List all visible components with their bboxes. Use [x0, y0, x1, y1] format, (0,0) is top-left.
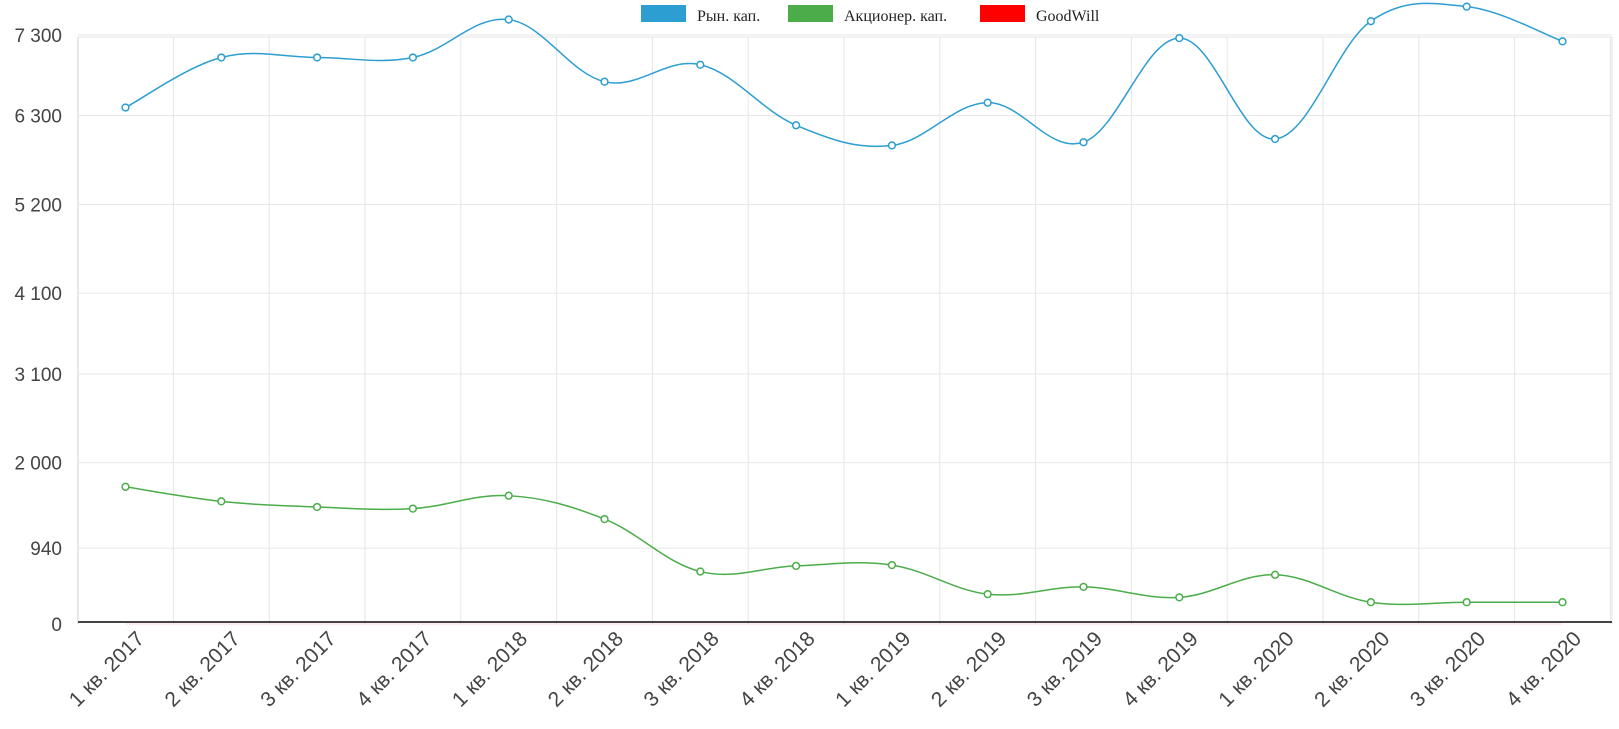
data-point [983, 98, 992, 107]
legend-label-goodwill: GoodWill [1036, 8, 1100, 25]
x-tick-label: 3 кв. 2020 [1406, 627, 1490, 711]
data-point [887, 560, 897, 570]
data-point [1366, 17, 1376, 26]
legend-swatch-goodwill [980, 5, 1025, 22]
series-line-0 [125, 2, 1563, 148]
series-layer [121, 2, 1567, 625]
y-tick-label: 3 100 [14, 365, 62, 386]
grid [77, 34, 1613, 624]
y-tick-label: 7 300 [14, 26, 62, 47]
data-point [1558, 598, 1567, 607]
y-tick-label: 0 [51, 615, 62, 636]
x-tick-label: 2 кв. 2020 [1310, 627, 1394, 711]
data-point [504, 491, 513, 500]
data-point [1079, 138, 1088, 147]
x-tick-label: 3 кв. 2017 [256, 627, 340, 711]
x-tick-label: 1 кв. 2020 [1214, 627, 1298, 711]
x-tick-label: 1 кв. 2017 [65, 627, 149, 711]
data-point [696, 60, 705, 69]
data-point [408, 504, 418, 513]
legend-swatch-market-cap [641, 5, 686, 22]
x-tick-label: 2 кв. 2019 [927, 627, 1011, 711]
data-point [1462, 598, 1471, 607]
data-point [1270, 570, 1280, 579]
x-tick-label: 2 кв. 2018 [544, 627, 628, 711]
data-point [1558, 37, 1567, 46]
data-point [791, 561, 801, 571]
data-point [1175, 593, 1184, 602]
legend-label-equity: Акционер. кап. [844, 8, 947, 25]
x-tick-label: 4 кв. 2020 [1502, 627, 1586, 711]
x-tick-label: 1 кв. 2018 [448, 627, 532, 711]
x-tick-label: 3 кв. 2018 [640, 627, 724, 711]
x-tick-label: 4 кв. 2019 [1119, 627, 1203, 711]
data-point [1462, 2, 1471, 11]
y-tick-label: 4 100 [14, 284, 62, 305]
legend-label-market-cap: Рын. кап. [697, 8, 760, 25]
data-point [121, 103, 130, 112]
data-point [600, 514, 609, 524]
x-tick-label: 4 кв. 2017 [352, 627, 436, 711]
y-tick-label: 5 200 [14, 195, 62, 216]
data-point [121, 482, 130, 491]
data-point [217, 497, 226, 506]
data-point [1366, 598, 1376, 607]
legend-swatch-equity [788, 5, 833, 22]
data-point [696, 567, 705, 576]
data-point [408, 53, 418, 62]
x-tick-label: 4 кв. 2018 [735, 627, 819, 711]
data-point [983, 589, 992, 599]
legend: Рын. кап. Акционер. кап. GoodWill [641, 5, 1100, 25]
data-point [312, 53, 322, 62]
y-tick-label: 2 000 [14, 454, 62, 475]
data-point [504, 15, 513, 24]
x-tick-label: 1 кв. 2019 [831, 627, 915, 711]
x-tick-label: 3 кв. 2019 [1023, 627, 1107, 711]
data-point [791, 121, 801, 130]
x-axis: 1 кв. 2017 2 кв. 2017 3 кв. 2017 4 кв. 2017… [65, 627, 1586, 711]
y-tick-label: 940 [30, 539, 62, 560]
data-point [887, 141, 897, 150]
data-point [312, 502, 322, 512]
data-point [1079, 582, 1088, 592]
series-line-1 [125, 486, 1563, 606]
y-tick-label: 6 300 [14, 107, 62, 128]
data-point [600, 77, 609, 86]
data-point [1175, 33, 1184, 43]
data-point [1270, 134, 1280, 144]
y-axis: 0 940 2 000 3 100 4 100 5 200 6 300 7 300 [14, 26, 62, 636]
x-tick-label: 2 кв. 2017 [161, 627, 245, 711]
data-point [217, 53, 226, 62]
